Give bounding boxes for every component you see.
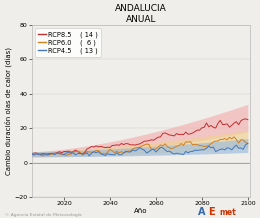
Title: ANDALUCIA
ANUAL: ANDALUCIA ANUAL	[115, 4, 167, 24]
Y-axis label: Cambio duración olas de calor (días): Cambio duración olas de calor (días)	[4, 47, 12, 175]
Text: met: met	[220, 208, 236, 217]
Text: E: E	[208, 207, 214, 217]
Legend: RCP8.5    ( 14 ), RCP6.0    (  6 ), RCP4.5    ( 13 ): RCP8.5 ( 14 ), RCP6.0 ( 6 ), RCP4.5 ( 13…	[35, 28, 101, 56]
X-axis label: Año: Año	[134, 208, 148, 214]
Text: A: A	[198, 207, 205, 217]
Text: © Agencia Estatal de Meteorología: © Agencia Estatal de Meteorología	[5, 213, 82, 217]
